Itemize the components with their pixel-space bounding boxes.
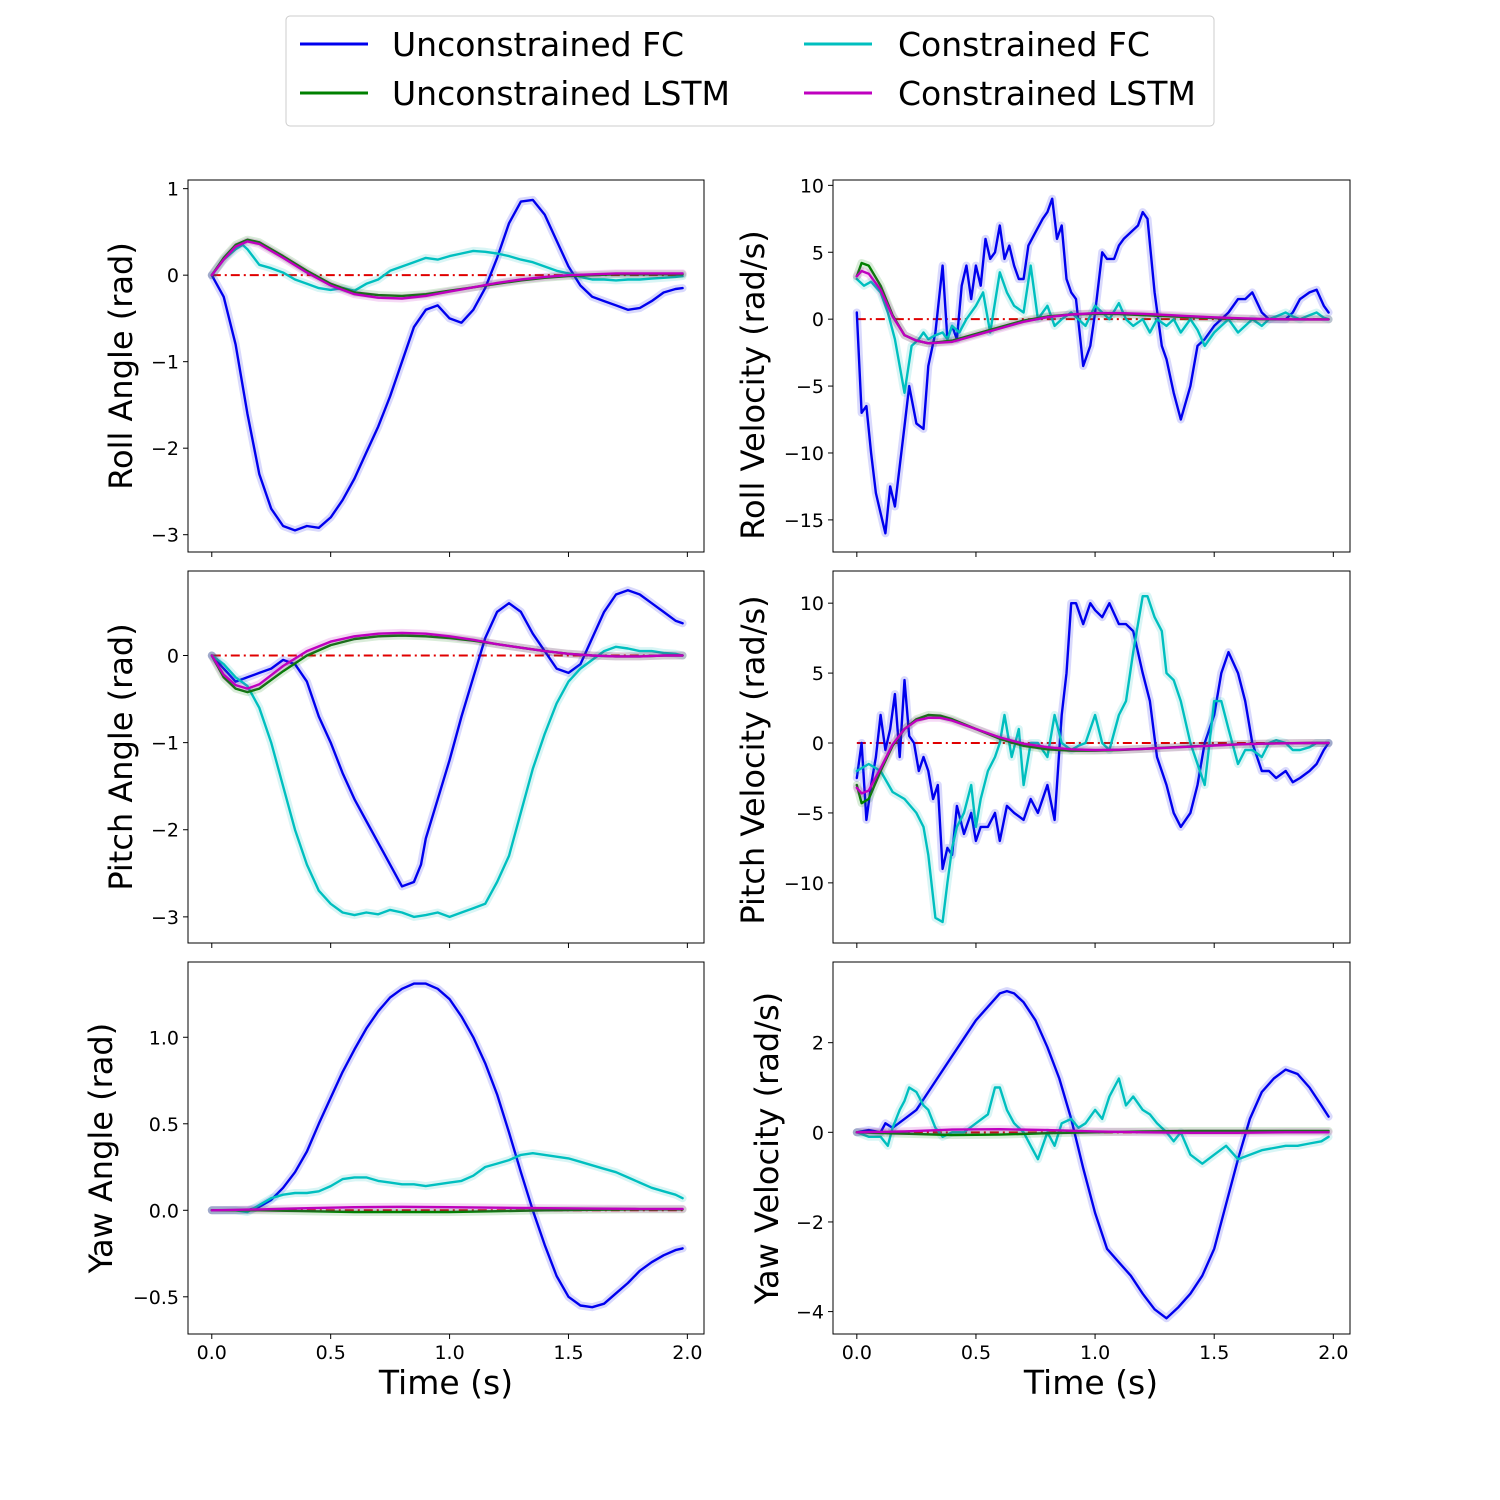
x-tick-label: 2.0 [672, 1342, 702, 1364]
x-axis-label: Time (s) [378, 1363, 513, 1402]
y-tick-label: −3 [151, 525, 179, 547]
x-axis-label: Time (s) [1023, 1363, 1158, 1402]
series-line-constrained-fc [855, 1077, 1330, 1165]
legend: Unconstrained FC Constrained FC Unconstr… [285, 15, 1215, 127]
y-tick-label: 2 [812, 1033, 824, 1055]
y-tick-label: −2 [151, 438, 179, 460]
y-tick-label: −10 [784, 443, 824, 465]
plot-frame [832, 961, 1351, 1335]
plot-frame [832, 570, 1351, 944]
legend-label-unconstrained-lstm: Unconstrained LSTM [392, 74, 730, 113]
series-band-unconstrained-fc [207, 979, 687, 1312]
y-tick-label: −5 [796, 376, 824, 398]
y-axis-label: Yaw Angle (rad) [82, 1023, 120, 1274]
plot-area [852, 592, 1333, 926]
y-tick-label: −5 [796, 803, 824, 825]
x-tick-label: 0.5 [316, 1342, 346, 1364]
y-tick-label: 1.0 [149, 1027, 179, 1049]
x-tick-label: 1.0 [434, 1342, 464, 1364]
y-tick-label: −15 [784, 510, 824, 532]
plot-frame [187, 570, 705, 944]
y-tick-label: 0.0 [149, 1200, 179, 1222]
y-tick-label: −3 [151, 907, 179, 929]
series-line-unconstrained-fc [855, 602, 1330, 871]
y-tick-label: −10 [784, 873, 824, 895]
roll-velocity-panel: Roll Velocity (rad/s) −15 −10 −5 0 5 10 [734, 175, 1351, 557]
y-tick-label: 5 [812, 663, 824, 685]
plot-frame [187, 179, 705, 553]
y-tick-label: 1 [167, 179, 179, 201]
series-line-constrained-lstm [210, 631, 684, 690]
y-tick-label: 0.5 [149, 1114, 179, 1136]
yaw-angle-panel: Yaw Angle (rad) Time (s) 0.0 0.5 1.0 1.5 2.0… [82, 961, 705, 1402]
x-tick-label: 1.5 [1199, 1342, 1229, 1364]
series-line-unconstrained-fc [210, 982, 684, 1309]
y-tick-label: 0 [167, 265, 179, 287]
series-line-constrained-fc [210, 1151, 684, 1214]
legend-frame [285, 15, 1215, 127]
plot-area [207, 979, 687, 1312]
y-tick-label: −1 [151, 733, 179, 755]
series-line-unconstrained-fc [855, 197, 1330, 535]
y-tick-label: −2 [151, 820, 179, 842]
series-line-unconstrained-fc [855, 989, 1330, 1320]
series-line-unconstrained-fc [210, 198, 684, 532]
y-tick-label: −2 [796, 1212, 824, 1234]
y-tick-label: 0 [812, 309, 824, 331]
legend-label-constrained-fc: Constrained FC [898, 25, 1150, 64]
x-tick-label: 0.0 [842, 1342, 872, 1364]
legend-label-unconstrained-fc: Unconstrained FC [392, 25, 684, 64]
series-line-constrained-lstm [855, 1127, 1330, 1135]
y-tick-label: −0.5 [133, 1287, 179, 1309]
y-tick-label: 0 [167, 646, 179, 668]
roll-angle-panel: Roll Angle (rad) −3 −2 −1 0 1 [102, 179, 705, 557]
x-tick-label: 2.0 [1318, 1342, 1348, 1364]
series-line-constrained-lstm [210, 240, 684, 300]
series-line-constrained-fc [210, 645, 684, 919]
plot-area [207, 195, 687, 535]
y-tick-label: 0 [812, 1122, 824, 1144]
series-line-constrained-fc [855, 264, 1330, 394]
pitch-velocity-panel: Pitch Velocity (rad/s) −10 −5 0 5 10 [734, 570, 1351, 948]
x-tick-label: 1.5 [553, 1342, 583, 1364]
y-axis-label: Yaw Velocity (rad/s) [748, 992, 786, 1305]
y-tick-label: 5 [812, 242, 824, 264]
plot-area [852, 194, 1333, 538]
y-tick-label: 0 [812, 733, 824, 755]
plot-frame [832, 179, 1351, 553]
plot-frame [187, 961, 705, 1335]
y-axis-label: Roll Angle (rad) [102, 242, 140, 490]
y-axis-label: Pitch Angle (rad) [102, 623, 140, 890]
y-tick-label: −1 [151, 352, 179, 374]
series-line-constrained-lstm [210, 1205, 684, 1212]
plot-area [207, 586, 687, 921]
y-axis-label: Roll Velocity (rad/s) [734, 230, 772, 540]
series-line-constrained-lstm [855, 716, 1330, 795]
x-tick-label: 0.0 [197, 1342, 227, 1364]
y-tick-label: −4 [796, 1302, 824, 1324]
series-line-constrained-lstm [855, 269, 1330, 345]
x-tick-label: 1.0 [1080, 1342, 1110, 1364]
series-band-unconstrained-fc [207, 195, 687, 535]
x-tick-label: 0.5 [961, 1342, 991, 1364]
y-tick-label: 10 [800, 593, 824, 615]
pitch-angle-panel: Pitch Angle (rad) −3 −2 −1 0 [102, 570, 705, 948]
y-tick-label: 10 [800, 175, 824, 197]
series-line-constrained-fc [210, 243, 684, 292]
yaw-velocity-panel: Yaw Velocity (rad/s) Time (s) 0.0 0.5 1.0 1… [748, 961, 1351, 1402]
legend-label-constrained-lstm: Constrained LSTM [898, 74, 1196, 113]
plot-area [852, 987, 1333, 1323]
y-axis-label: Pitch Velocity (rad/s) [734, 595, 772, 924]
series-line-constrained-fc [855, 595, 1330, 924]
series-band-unconstrained-lstm [207, 235, 687, 300]
